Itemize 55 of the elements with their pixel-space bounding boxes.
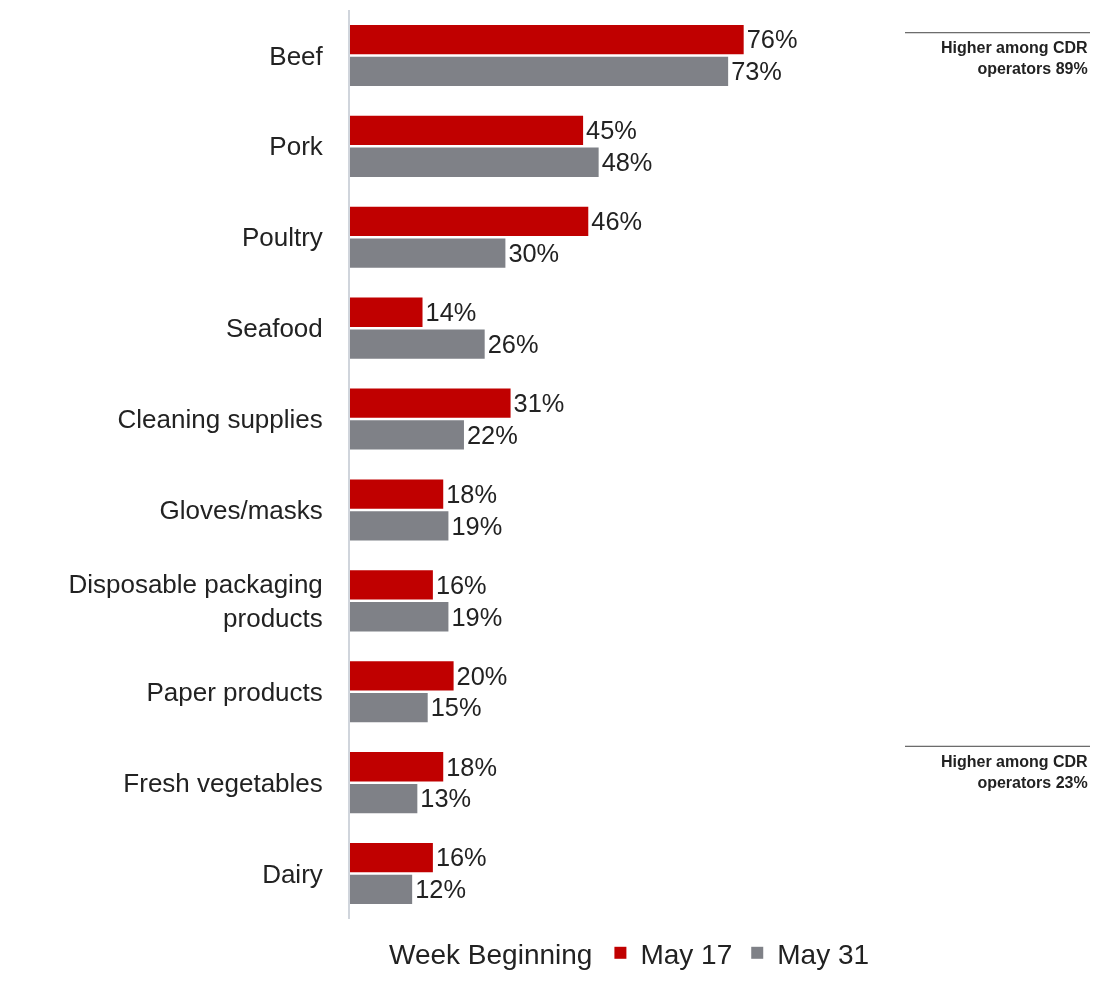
bar — [350, 843, 433, 873]
bar — [350, 479, 444, 509]
y-tick-label: Dairy — [262, 858, 323, 889]
text: Higher among CDR operators 89% — [941, 39, 1089, 77]
data-label: 48% — [601, 148, 653, 177]
data-label: 76% — [746, 25, 798, 54]
bar — [350, 874, 413, 905]
bar — [350, 206, 589, 236]
bar — [350, 297, 423, 327]
data-label: 18% — [446, 752, 498, 781]
y-tick-label: Seafood — [225, 313, 323, 344]
text: Higher among CDR operators 23% — [941, 753, 1089, 791]
data-label: 22% — [466, 420, 518, 449]
y-tick-label: Gloves/masks — [159, 495, 323, 526]
legend-label: May 31 — [777, 938, 870, 970]
data-label: 26% — [487, 329, 539, 358]
y-tick-label: Paper products — [146, 676, 323, 707]
bar — [350, 693, 428, 723]
data-label: 20% — [456, 661, 508, 690]
bar — [350, 24, 744, 55]
data-label: 45% — [586, 116, 637, 145]
bar — [350, 115, 584, 146]
legend-label: May 17 — [640, 938, 733, 970]
data-label: 14% — [425, 298, 477, 327]
y-tick-label: Beef — [269, 40, 324, 71]
bar — [350, 147, 599, 177]
data-label: 12% — [415, 875, 466, 904]
y-tick-label: Disposable packaging products — [68, 569, 323, 633]
bar — [350, 56, 729, 86]
data-label: 30% — [508, 238, 560, 267]
bar — [350, 388, 511, 418]
legend-title: Week Beginning — [389, 939, 593, 971]
data-label: 19% — [451, 602, 503, 631]
bar — [350, 511, 449, 541]
bar — [350, 752, 444, 782]
y-tick-label: Fresh vegetables — [123, 767, 323, 798]
bar — [350, 661, 454, 691]
bar — [350, 602, 449, 632]
bar — [350, 420, 464, 450]
data-label: 16% — [435, 843, 487, 872]
data-label: 19% — [451, 511, 503, 540]
data-label: 73% — [731, 57, 782, 86]
data-label: 13% — [420, 784, 472, 813]
y-tick-label: Pork — [269, 131, 324, 162]
data-label: 16% — [435, 570, 487, 599]
y-tick-label: Poultry — [241, 222, 323, 253]
data-label: 46% — [591, 207, 643, 236]
bar — [350, 570, 433, 600]
data-label: 18% — [446, 479, 498, 508]
data-label: 31% — [513, 388, 565, 417]
bar — [350, 783, 418, 814]
bar — [350, 329, 485, 359]
data-label: 15% — [430, 693, 482, 722]
bar — [350, 238, 506, 268]
y-tick-label: Cleaning supplies — [117, 404, 323, 435]
